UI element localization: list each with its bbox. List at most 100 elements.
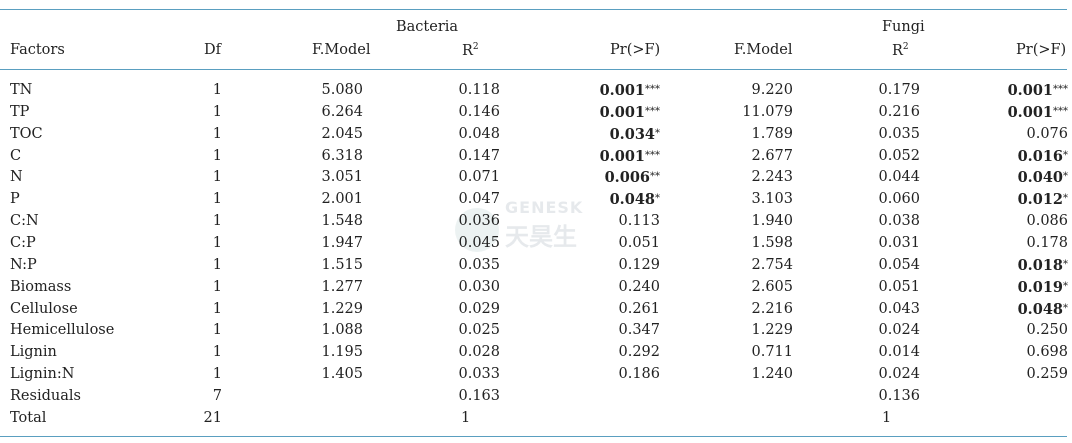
col-bacteria-pr: Pr(>F) <box>610 42 661 58</box>
significance-marker: * <box>1063 258 1068 270</box>
cell-value: 0.146 <box>458 103 500 120</box>
r2-label: R <box>892 42 903 59</box>
cell-bacteria-r2: 0.146 <box>420 101 500 123</box>
cell-value: 9.220 <box>751 82 793 98</box>
significance-marker: *** <box>1053 105 1068 117</box>
header-rule <box>0 69 1067 70</box>
cell-value: 1 <box>212 125 222 142</box>
cell-fungi-r2: 0.044 <box>860 166 920 188</box>
cell-value: 0.024 <box>878 366 920 383</box>
cell-value: 1 <box>882 409 892 426</box>
cell-df: 1 <box>160 298 222 320</box>
cell-value: 1 <box>212 213 222 230</box>
significance-marker: *** <box>645 149 660 161</box>
cell-factor: Biomass <box>10 276 190 298</box>
cell-fungi-pr: 0.018* <box>960 254 1068 277</box>
cell-value: 1 <box>461 409 471 426</box>
cell-fungi-pr: 0.019* <box>960 276 1068 299</box>
cell-value: 0.259 <box>1026 366 1068 383</box>
cell-fungi-fmodel: 9.220 <box>700 79 793 101</box>
cell-fungi-r2: 0.060 <box>860 188 920 210</box>
cell-value: 2.605 <box>751 278 793 295</box>
cell-bacteria-r2: 0.030 <box>420 276 500 298</box>
cell-value: 1.240 <box>751 366 793 383</box>
cell-value: 0.048 <box>609 191 655 209</box>
cell-value: N <box>10 169 23 186</box>
cell-bacteria-pr: 0.292 <box>560 341 660 363</box>
cell-value: 0.113 <box>618 213 660 230</box>
cell-value: 1 <box>212 169 222 186</box>
cell-value: 1.940 <box>751 213 793 230</box>
cell-df: 1 <box>160 188 222 210</box>
cell-bacteria-r2: 0.029 <box>420 298 500 320</box>
cell-bacteria-r2: 0.045 <box>420 232 500 254</box>
cell-bacteria-pr: 0.113 <box>560 210 660 232</box>
r2-superscript: 2 <box>902 42 909 52</box>
cell-value: 0.118 <box>458 82 500 98</box>
cell-value: 1 <box>212 82 222 98</box>
cell-factor: N:P <box>10 254 190 276</box>
cell-bacteria-pr: 0.261 <box>560 298 660 320</box>
cell-value: 0.147 <box>458 147 500 164</box>
cell-fungi-fmodel: 1.598 <box>700 232 793 254</box>
cell-factor: Hemicellulose <box>10 319 190 341</box>
group-fungi: Fungi <box>882 19 925 35</box>
cell-bacteria-fmodel: 1.195 <box>270 341 363 363</box>
cell-value: 1 <box>212 366 222 383</box>
cell-value: 0.001 <box>599 82 645 99</box>
bottom-rule <box>0 436 1067 437</box>
cell-value: 0.030 <box>458 278 500 295</box>
cell-value: 1.195 <box>321 344 363 361</box>
cell-df: 1 <box>160 79 222 101</box>
cell-bacteria-r2: 0.047 <box>420 188 500 210</box>
cell-bacteria-r2: 0.163 <box>420 385 500 407</box>
col-fungi-pr: Pr(>F) <box>1016 42 1067 58</box>
cell-bacteria-pr: 0.034* <box>560 123 660 146</box>
cell-fungi-r2: 0.043 <box>860 298 920 320</box>
cell-fungi-fmodel: 3.103 <box>700 188 793 210</box>
cell-value: C <box>10 147 22 164</box>
cell-value: 1.229 <box>751 322 793 339</box>
cell-factor: TN <box>10 79 190 101</box>
cell-value: 0.012 <box>1017 191 1063 209</box>
cell-value: 0.076 <box>1026 125 1068 142</box>
cell-value: 2.677 <box>751 147 793 164</box>
cell-df: 1 <box>160 210 222 232</box>
cell-df: 1 <box>160 319 222 341</box>
cell-value: 6.318 <box>321 147 363 164</box>
r2-superscript: 2 <box>472 42 479 52</box>
cell-value: 0.047 <box>458 191 500 208</box>
cell-bacteria-r2: 0.025 <box>420 319 500 341</box>
cell-bacteria-r2: 0.071 <box>420 166 500 188</box>
cell-df: 1 <box>160 232 222 254</box>
cell-bacteria-fmodel: 3.051 <box>270 166 363 188</box>
cell-fungi-fmodel: 1.789 <box>700 123 793 145</box>
cell-bacteria-pr: 0.048* <box>560 188 660 211</box>
cell-value: 0.347 <box>618 322 660 339</box>
cell-fungi-r2: 0.038 <box>860 210 920 232</box>
cell-bacteria-fmodel: 2.045 <box>270 123 363 145</box>
cell-value: 21 <box>203 409 222 426</box>
cell-value: 3.103 <box>751 191 793 208</box>
cell-value: 0.048 <box>458 125 500 142</box>
cell-value: 1 <box>212 256 222 273</box>
top-rule <box>0 9 1067 10</box>
cell-value: 0.044 <box>878 169 920 186</box>
cell-value: Residuals <box>10 387 81 404</box>
cell-bacteria-pr: 0.186 <box>560 363 660 385</box>
r2-label: R <box>462 42 473 59</box>
cell-factor: TP <box>10 101 190 123</box>
cell-value: 0.261 <box>618 300 660 317</box>
cell-bacteria-pr: 0.001*** <box>560 145 660 168</box>
cell-bacteria-r2: 0.033 <box>420 363 500 385</box>
cell-fungi-pr: 0.250 <box>960 319 1068 341</box>
cell-fungi-pr: 0.012* <box>960 188 1068 211</box>
cell-fungi-r2: 0.052 <box>860 145 920 167</box>
cell-value: 0.051 <box>618 234 660 251</box>
cell-fungi-fmodel: 2.677 <box>700 145 793 167</box>
cell-value: 1 <box>212 234 222 251</box>
cell-bacteria-r2: 0.147 <box>420 145 500 167</box>
cell-factor: Lignin:N <box>10 363 190 385</box>
cell-value: Lignin:N <box>10 366 75 383</box>
significance-marker: *** <box>645 84 660 95</box>
